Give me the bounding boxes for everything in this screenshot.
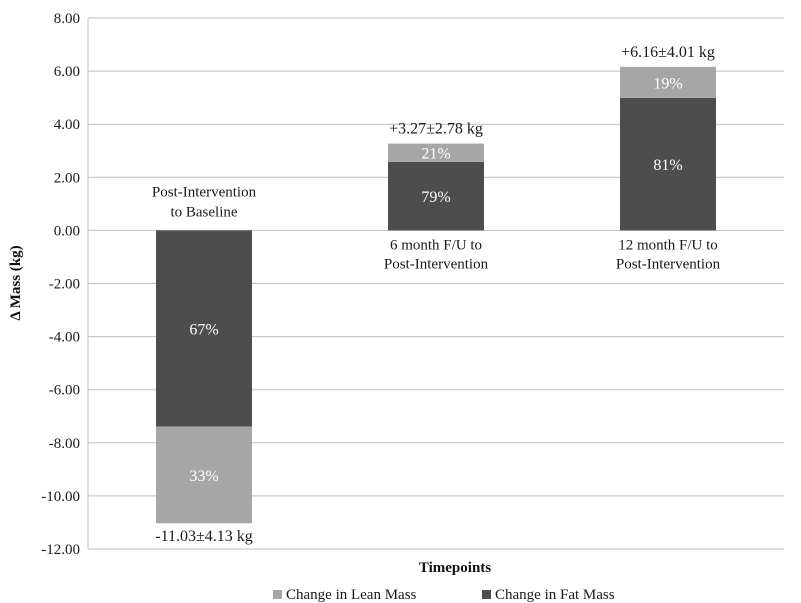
bar-percent-fat-1: 79%	[421, 189, 450, 206]
y-axis-title: Δ Mass (kg)	[8, 245, 24, 320]
y-tick-label-5: -2.00	[49, 277, 80, 293]
y-tick-label-1: 6.00	[54, 64, 80, 80]
y-tick-label-7: -6.00	[49, 383, 80, 399]
bar-fat-1	[388, 161, 484, 231]
bar-percent-fat-2: 81%	[653, 157, 682, 174]
y-axis-tick-labels: 8.00 6.00 4.00 2.00 0.00 -2.00 -4.00 -6.00 -8.00…	[41, 11, 80, 558]
legend-swatch-lean	[273, 590, 282, 599]
bar-lean-0	[156, 426, 252, 524]
bar-total-label-0: -11.03±4.13 kg	[155, 528, 253, 545]
category-label-0-line-0: Post-Intervention	[152, 184, 257, 200]
bar-percent-lean-1: 21%	[421, 146, 450, 163]
category-label-1-line-0: 6 month F/U to	[390, 237, 482, 253]
bar-total-label-1: +3.27±2.78 kg	[389, 121, 483, 138]
y-tick-label-8: -8.00	[49, 436, 80, 452]
bar-lean-2	[620, 66, 716, 98]
y-tick-label-3: 2.00	[54, 170, 80, 186]
category-label-0-line-1: to Baseline	[170, 204, 237, 220]
y-tick-label-4: 0.00	[54, 223, 80, 239]
bars	[156, 66, 716, 524]
legend: Change in Lean Mass Change in Fat Mass	[273, 587, 615, 603]
y-tick-label-0: 8.00	[54, 11, 80, 27]
category-label-1-line-1: Post-Intervention	[384, 256, 489, 272]
y-tick-label-10: -12.00	[41, 542, 80, 558]
bar-percent-lean-2: 19%	[653, 75, 682, 92]
legend-swatch-fat	[482, 590, 491, 599]
bar-fat-0	[156, 230, 252, 427]
category-label-2-line-1: Post-Intervention	[616, 256, 721, 272]
bar-lean-1	[388, 143, 484, 162]
x-axis-title: Timepoints	[419, 560, 491, 576]
legend-label-fat: Change in Fat Mass	[495, 587, 615, 603]
category-label-2-line-0: 12 month F/U to	[618, 237, 718, 253]
legend-label-lean: Change in Lean Mass	[286, 587, 417, 603]
bar-percent-lean-0: 33%	[189, 468, 218, 485]
bar-total-label-2: +6.16±4.01 kg	[621, 44, 715, 61]
bar-labels: 67% 33% -11.03±4.13 kg Post-Intervention to …	[152, 44, 721, 545]
y-tick-label-2: 4.00	[54, 117, 80, 133]
bar-percent-fat-0: 67%	[189, 322, 218, 339]
bar-fat-2	[620, 97, 716, 231]
y-tick-label-9: -10.00	[41, 489, 80, 505]
y-tick-label-6: -4.00	[49, 330, 80, 346]
